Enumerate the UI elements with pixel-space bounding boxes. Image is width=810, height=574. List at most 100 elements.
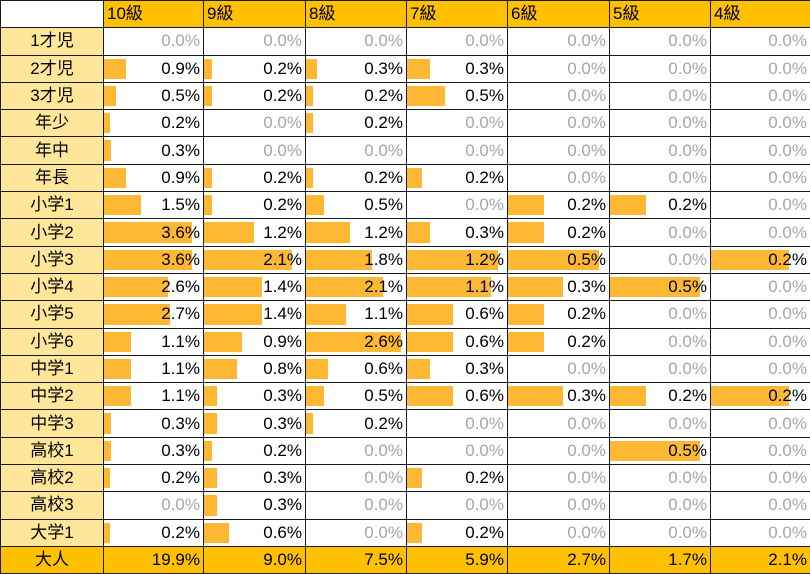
value-cell: 1.2%: [407, 246, 508, 273]
value-cell: 0.2%: [104, 465, 204, 492]
value-text: 0.0%: [668, 414, 707, 433]
row-header: 年少: [1, 110, 104, 137]
value-cell: 0.2%: [204, 55, 306, 82]
value-cell: 0.0%: [610, 410, 711, 437]
value-text: 0.0%: [668, 332, 707, 351]
value-text: 0.0%: [263, 31, 302, 50]
value-cell: 0.0%: [610, 82, 711, 109]
data-bar: [204, 277, 262, 297]
value-cell: 0.0%: [711, 273, 810, 300]
value-text: 2.1%: [768, 550, 807, 569]
value-cell: 0.0%: [104, 28, 204, 55]
value-cell: 1.1%: [104, 355, 204, 382]
value-cell: 3.6%: [104, 219, 204, 246]
value-text: 0.2%: [263, 168, 302, 187]
data-bar: [204, 168, 212, 188]
data-bar: [204, 86, 212, 106]
value-text: 0.0%: [567, 441, 606, 460]
value-cell: 0.0%: [610, 519, 711, 546]
row-header: 中学2: [1, 383, 104, 410]
value-text: 0.0%: [364, 141, 403, 160]
value-text: 0.2%: [364, 113, 403, 132]
value-cell: 0.9%: [104, 164, 204, 191]
value-cell: 2.6%: [306, 328, 407, 355]
value-text: 0.2%: [263, 86, 302, 105]
value-cell: 0.2%: [204, 164, 306, 191]
value-cell: 0.0%: [508, 437, 610, 464]
data-bar: [306, 86, 313, 106]
value-cell: 1.2%: [306, 219, 407, 246]
data-bar: [610, 386, 646, 406]
value-cell: 0.0%: [508, 164, 610, 191]
value-cell: 0.0%: [508, 355, 610, 382]
value-text: 0.0%: [567, 31, 606, 50]
value-cell: 0.0%: [306, 437, 407, 464]
value-text: 0.5%: [567, 250, 606, 269]
data-bar: [407, 59, 430, 79]
value-text: 0.6%: [465, 386, 504, 405]
row-header: 高校1: [1, 437, 104, 464]
value-cell: 0.0%: [610, 246, 711, 273]
value-text: 0.0%: [567, 168, 606, 187]
value-cell: 0.0%: [711, 192, 810, 219]
value-text: 0.2%: [465, 168, 504, 187]
value-text: 0.0%: [768, 332, 807, 351]
value-text: 0.8%: [263, 359, 302, 378]
value-cell: 0.0%: [508, 82, 610, 109]
row-header: 中学3: [1, 410, 104, 437]
value-cell: 3.6%: [104, 246, 204, 273]
value-cell: 0.0%: [104, 492, 204, 519]
value-text: 0.0%: [263, 113, 302, 132]
value-cell: 0.3%: [306, 55, 407, 82]
value-text: 2.1%: [364, 277, 403, 296]
value-text: 0.3%: [263, 495, 302, 514]
value-cell: 0.0%: [610, 110, 711, 137]
col-header-4kyu: 4級: [711, 1, 810, 28]
value-text: 1.1%: [364, 304, 403, 323]
value-cell: 0.0%: [711, 465, 810, 492]
data-bar: [204, 468, 217, 488]
data-bar: [104, 332, 131, 352]
data-bar: [306, 168, 313, 188]
value-text: 0.2%: [161, 468, 200, 487]
row-header: 3才児: [1, 82, 104, 109]
value-text: 1.4%: [263, 277, 302, 296]
value-text: 0.0%: [364, 31, 403, 50]
value-text: 3.6%: [161, 250, 200, 269]
value-cell: 0.0%: [508, 410, 610, 437]
col-header-10kyu: 10級: [104, 1, 204, 28]
value-text: 0.3%: [263, 468, 302, 487]
data-bar: [407, 304, 453, 324]
value-cell: 0.3%: [204, 410, 306, 437]
data-bar: [204, 59, 212, 79]
value-cell: 0.0%: [407, 437, 508, 464]
data-bar: [407, 468, 422, 488]
data-bar: [104, 140, 111, 160]
value-cell: 9.0%: [204, 546, 306, 573]
value-cell: 0.2%: [204, 82, 306, 109]
value-text: 0.0%: [567, 523, 606, 542]
row-header: 年中: [1, 137, 104, 164]
value-cell: 0.3%: [508, 383, 610, 410]
value-cell: 7.5%: [306, 546, 407, 573]
data-bar: [407, 168, 422, 188]
data-bar: [104, 359, 131, 379]
value-cell: 0.3%: [104, 410, 204, 437]
value-text: 0.0%: [668, 31, 707, 50]
value-text: 0.0%: [768, 523, 807, 542]
value-text: 0.2%: [567, 195, 606, 214]
data-bar: [204, 359, 237, 379]
value-text: 0.5%: [668, 441, 707, 460]
value-text: 0.9%: [161, 59, 200, 78]
